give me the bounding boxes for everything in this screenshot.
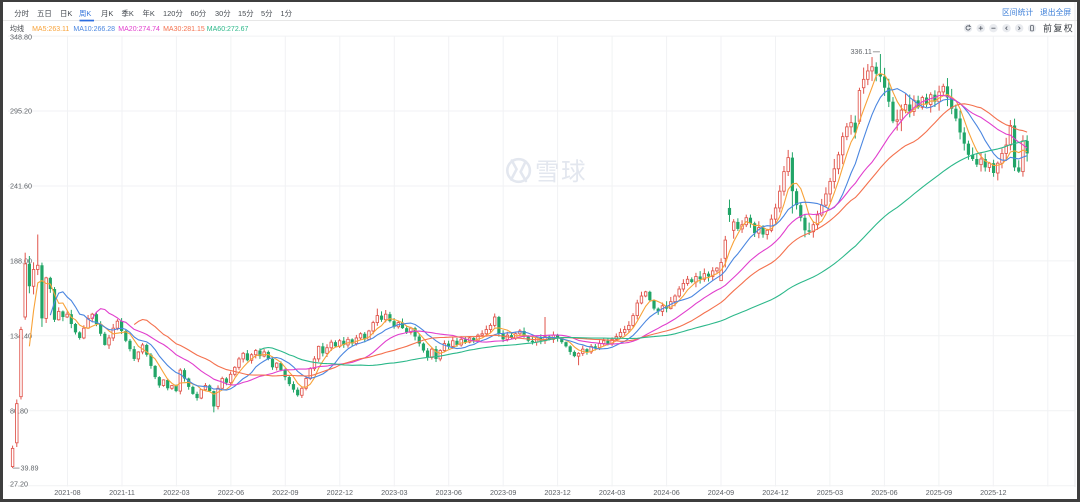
svg-text:五日: 五日 <box>37 9 52 18</box>
svg-text:2025-06: 2025-06 <box>871 488 897 497</box>
svg-text:分时: 分时 <box>14 9 29 18</box>
svg-text:月K: 月K <box>101 9 113 18</box>
svg-text:2024-03: 2024-03 <box>599 488 625 497</box>
svg-text:均线: 均线 <box>10 24 24 33</box>
svg-text:2021-11: 2021-11 <box>109 488 135 497</box>
svg-text:15分: 15分 <box>238 9 254 18</box>
svg-text:2023-09: 2023-09 <box>490 488 516 497</box>
svg-text:2022-09: 2022-09 <box>272 488 298 497</box>
svg-text:2023-03: 2023-03 <box>381 488 407 497</box>
svg-text:27.20: 27.20 <box>10 480 28 489</box>
svg-text:2024-12: 2024-12 <box>762 488 788 497</box>
svg-text:2023-06: 2023-06 <box>436 488 462 497</box>
svg-text:336.11: 336.11 <box>850 47 871 56</box>
svg-text:退出全屏: 退出全屏 <box>1040 7 1071 17</box>
svg-text:2021-08: 2021-08 <box>54 488 80 497</box>
svg-text:295.20: 295.20 <box>10 107 32 116</box>
svg-text:2023-12: 2023-12 <box>544 488 570 497</box>
svg-text:2025-12: 2025-12 <box>980 488 1006 497</box>
svg-text:60分: 60分 <box>191 9 207 18</box>
svg-text:5分: 5分 <box>261 9 273 18</box>
svg-text:MA30:281.15: MA30:281.15 <box>163 26 205 33</box>
svg-text:前复权: 前复权 <box>1043 22 1074 33</box>
svg-text:241.60: 241.60 <box>10 182 32 191</box>
svg-text:区间统计: 区间统计 <box>1002 7 1033 17</box>
svg-text:2025-03: 2025-03 <box>817 488 843 497</box>
svg-text:2024-09: 2024-09 <box>708 488 734 497</box>
svg-text:MA10:266.28: MA10:266.28 <box>73 26 115 33</box>
svg-text:2022-03: 2022-03 <box>163 488 189 497</box>
svg-text:MA60:272.67: MA60:272.67 <box>207 26 249 33</box>
svg-text:年K: 年K <box>143 9 155 18</box>
svg-text:120分: 120分 <box>163 9 183 18</box>
svg-text:2025-09: 2025-09 <box>926 488 952 497</box>
svg-text:80.80: 80.80 <box>10 406 28 415</box>
svg-text:30分: 30分 <box>215 9 231 18</box>
svg-text:2022-12: 2022-12 <box>327 488 353 497</box>
svg-text:日K: 日K <box>60 9 72 18</box>
svg-text:348.80: 348.80 <box>10 33 32 42</box>
svg-text:雪球: 雪球 <box>535 158 587 186</box>
svg-text:39.89: 39.89 <box>21 464 39 473</box>
svg-text:周K: 周K <box>79 9 91 18</box>
svg-text:2022-06: 2022-06 <box>218 488 244 497</box>
svg-text:1分: 1分 <box>281 9 293 18</box>
svg-text:季K: 季K <box>122 9 134 18</box>
svg-text:MA20:274.74: MA20:274.74 <box>118 26 160 33</box>
svg-text:MA5:263.11: MA5:263.11 <box>32 26 69 33</box>
svg-text:188.00: 188.00 <box>10 257 32 266</box>
svg-text:2024-06: 2024-06 <box>653 488 679 497</box>
